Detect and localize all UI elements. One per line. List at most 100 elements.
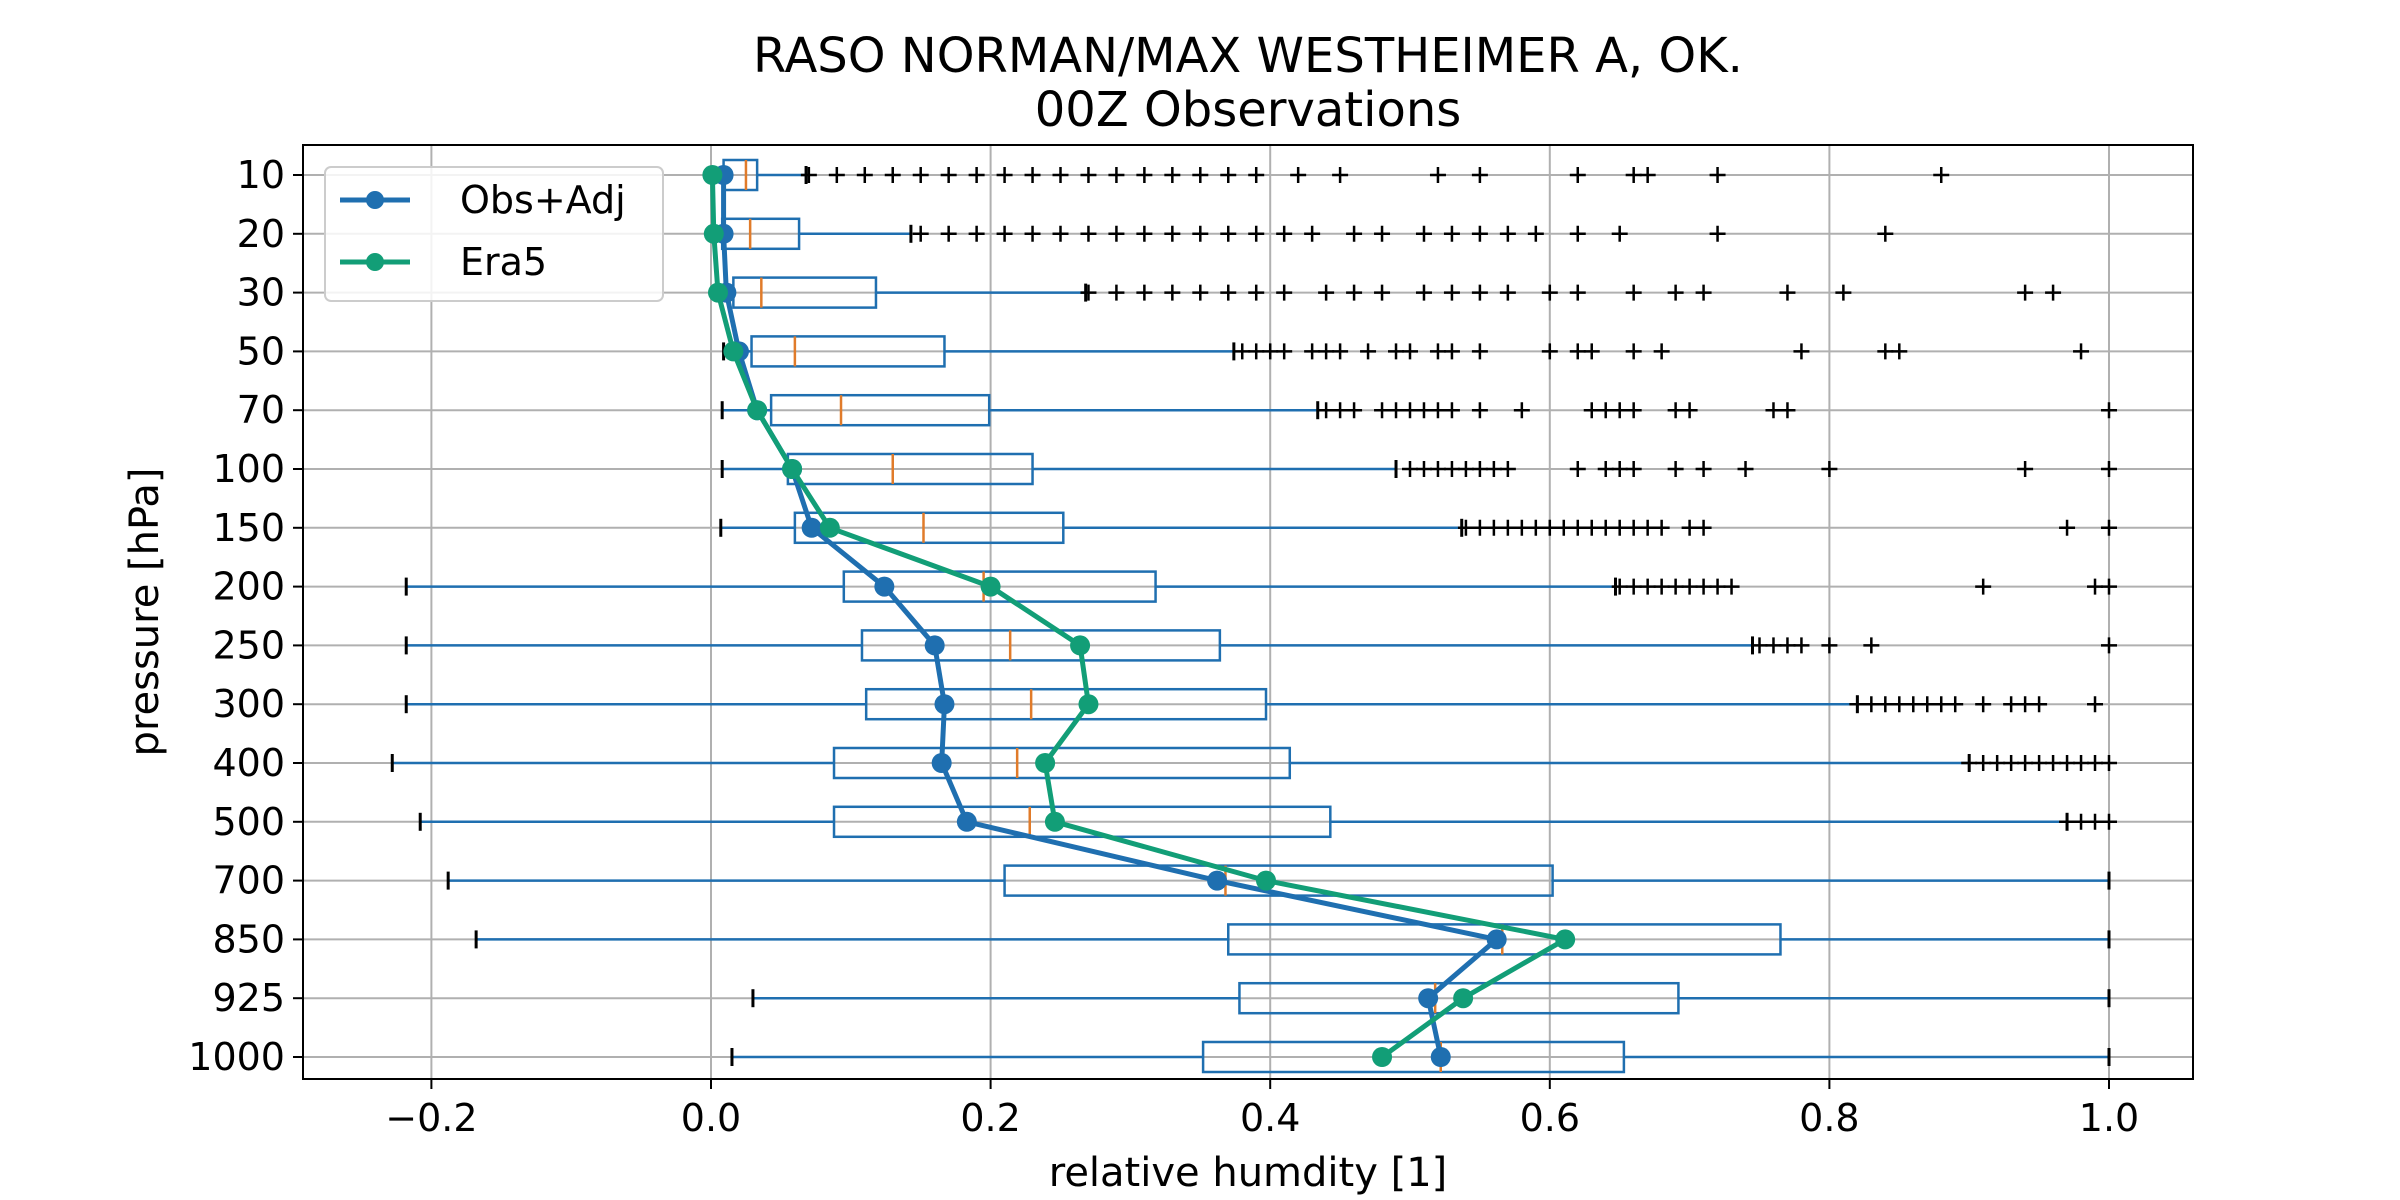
flier-point: [2101, 755, 2117, 771]
flier-point: [1192, 284, 1209, 301]
series-point: [723, 341, 744, 362]
flier-point: [1569, 225, 1586, 242]
series-point: [1418, 988, 1439, 1009]
flier-point: [1905, 696, 1922, 713]
legend: Obs+Adj Era5: [324, 166, 664, 302]
flier-point: [1877, 225, 1894, 242]
flier-point: [2087, 755, 2104, 771]
y-tick-label: 150: [212, 506, 285, 550]
flier-point: [1821, 637, 1838, 654]
flier-point: [1471, 284, 1488, 301]
y-tick-label: 10: [237, 153, 285, 197]
box-plot-925: [751, 981, 2111, 1015]
flier-point: [1276, 343, 1293, 360]
flier-point: [1625, 578, 1642, 595]
flier-point: [1499, 225, 1516, 242]
flier-point: [1639, 519, 1656, 536]
series-point: [1207, 870, 1228, 891]
box-iqr: [842, 570, 1157, 603]
flier-point: [1318, 402, 1335, 419]
series-point: [1453, 988, 1474, 1009]
flier-point: [1667, 461, 1684, 477]
flier-point: [1234, 343, 1251, 360]
flier-point: [1695, 461, 1712, 477]
flier-point: [1695, 578, 1712, 595]
y-axis-ticks: 10 20 30 50 70 100 150 200 250 300 400 500 700 850 925…: [188, 153, 303, 1079]
flier-point: [1639, 578, 1656, 595]
y-tick-label: 1000: [188, 1035, 285, 1079]
flier-point: [1080, 284, 1097, 301]
flier-point: [1429, 343, 1446, 360]
flier-point: [1569, 167, 1586, 183]
flier-point: [1374, 284, 1391, 301]
box-plots: [390, 158, 2117, 1074]
flier-point: [1653, 343, 1670, 360]
flier-point: [1024, 225, 1041, 242]
flier-point: [1443, 402, 1460, 419]
legend-marker-era5: [366, 253, 384, 271]
flier-point: [1052, 167, 1069, 183]
flier-point: [1793, 637, 1810, 654]
flier-point: [1653, 519, 1670, 536]
x-tick-label: 0.2: [960, 1096, 1020, 1140]
series-point: [801, 517, 822, 538]
flier-point: [1625, 402, 1642, 419]
flier-point: [1471, 402, 1488, 419]
flier-point: [2017, 461, 2034, 477]
flier-point: [1877, 343, 1894, 360]
flier-point: [2073, 343, 2090, 360]
flier-point: [1681, 519, 1698, 536]
flier-point: [1276, 225, 1293, 242]
flier-point: [1402, 461, 1418, 477]
flier-point: [1164, 284, 1181, 301]
flier-point: [2045, 755, 2062, 771]
flier-point: [1248, 225, 1265, 242]
flier-point: [1290, 167, 1307, 183]
flier-point: [1332, 402, 1349, 419]
box-iqr: [832, 746, 1292, 780]
flier-point: [1108, 225, 1125, 242]
flier-point: [1220, 167, 1237, 183]
flier-point: [2101, 519, 2117, 536]
flier-point: [800, 167, 817, 183]
y-tick-label: 200: [212, 565, 285, 609]
series-point: [980, 576, 1001, 597]
flier-point: [1513, 519, 1530, 536]
y-tick-label: 700: [212, 859, 285, 903]
flier-point: [1443, 225, 1460, 242]
flier-point: [1597, 519, 1614, 536]
flier-point: [1569, 284, 1586, 301]
flier-point: [1821, 461, 1838, 477]
flier-point: [1318, 284, 1335, 301]
flier-point: [940, 225, 957, 242]
flier-point: [1751, 637, 1768, 654]
flier-point: [2087, 813, 2104, 830]
flier-point: [1080, 225, 1097, 242]
series-era5: [702, 165, 1576, 1067]
series-point: [934, 694, 955, 715]
flier-point: [1625, 343, 1642, 360]
y-tick-label: 850: [212, 917, 285, 961]
series-point: [931, 753, 952, 773]
series-point: [874, 576, 895, 597]
flier-point: [1248, 284, 1265, 301]
box-plot-150: [719, 511, 2117, 545]
flier-point: [1863, 696, 1880, 713]
flier-point: [1541, 343, 1558, 360]
series-point: [1035, 753, 1056, 773]
series-point: [702, 165, 723, 185]
box-plot-250: [404, 629, 2117, 662]
flier-point: [1024, 167, 1041, 183]
flier-point: [2031, 755, 2048, 771]
x-tick-label: −0.2: [385, 1096, 477, 1140]
flier-point: [1499, 284, 1516, 301]
flier-point: [1947, 696, 1964, 713]
flier-point: [1374, 225, 1391, 242]
flier-point: [940, 167, 957, 183]
flier-point: [1583, 402, 1600, 419]
series-obs-adj: [713, 165, 1507, 1067]
series-point: [1555, 929, 1576, 950]
flier-point: [2059, 519, 2076, 536]
flier-point: [1192, 167, 1209, 183]
